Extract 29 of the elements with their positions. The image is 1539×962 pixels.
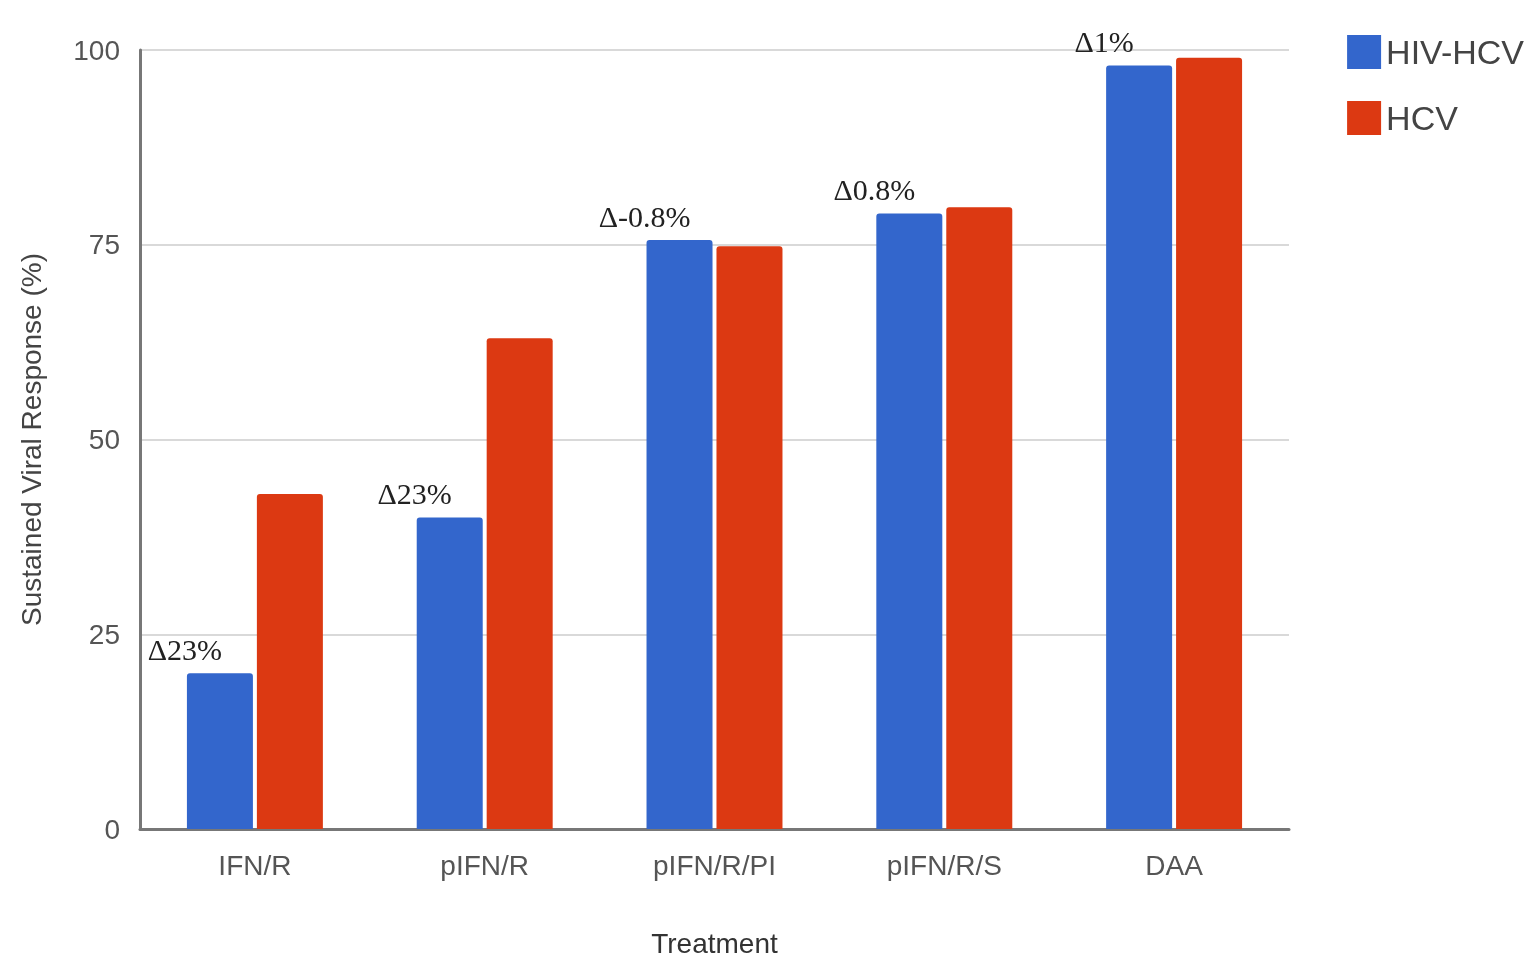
bar bbox=[646, 240, 713, 829]
y-tick-label: 100 bbox=[73, 34, 120, 66]
y-axis-title: Sustained Viral Response (%) bbox=[15, 252, 47, 627]
bar bbox=[1176, 57, 1243, 829]
annotation: Δ23% bbox=[147, 632, 223, 666]
y-tick-label: 0 bbox=[104, 813, 120, 845]
legend-label: HCV bbox=[1386, 99, 1459, 137]
x-tick-label: DAA bbox=[1145, 849, 1204, 881]
x-tick-label: pIFN/R bbox=[440, 849, 530, 881]
bar bbox=[1106, 65, 1173, 829]
x-axis-title: Treatment bbox=[651, 927, 778, 959]
x-tick-label: pIFN/R/PI bbox=[653, 849, 776, 881]
bar bbox=[416, 517, 483, 829]
y-tick-label: 50 bbox=[88, 424, 120, 455]
bar bbox=[716, 246, 783, 829]
bar bbox=[256, 494, 323, 829]
bar bbox=[946, 207, 1013, 829]
annotation: Δ0.8% bbox=[833, 173, 916, 207]
bar bbox=[876, 213, 943, 829]
annotation: Δ-0.8% bbox=[598, 199, 691, 233]
y-tick-label: 25 bbox=[88, 618, 120, 650]
bar bbox=[486, 338, 553, 829]
x-tick-label: IFN/R bbox=[218, 849, 292, 881]
annotation: Δ23% bbox=[377, 476, 452, 510]
annotation: Δ1% bbox=[1074, 25, 1134, 59]
x-tick-label: pIFN/R/S bbox=[886, 849, 1002, 881]
bar bbox=[186, 673, 253, 829]
y-tick-label: 75 bbox=[88, 229, 120, 261]
legend-label: HIV-HCV bbox=[1386, 33, 1525, 71]
